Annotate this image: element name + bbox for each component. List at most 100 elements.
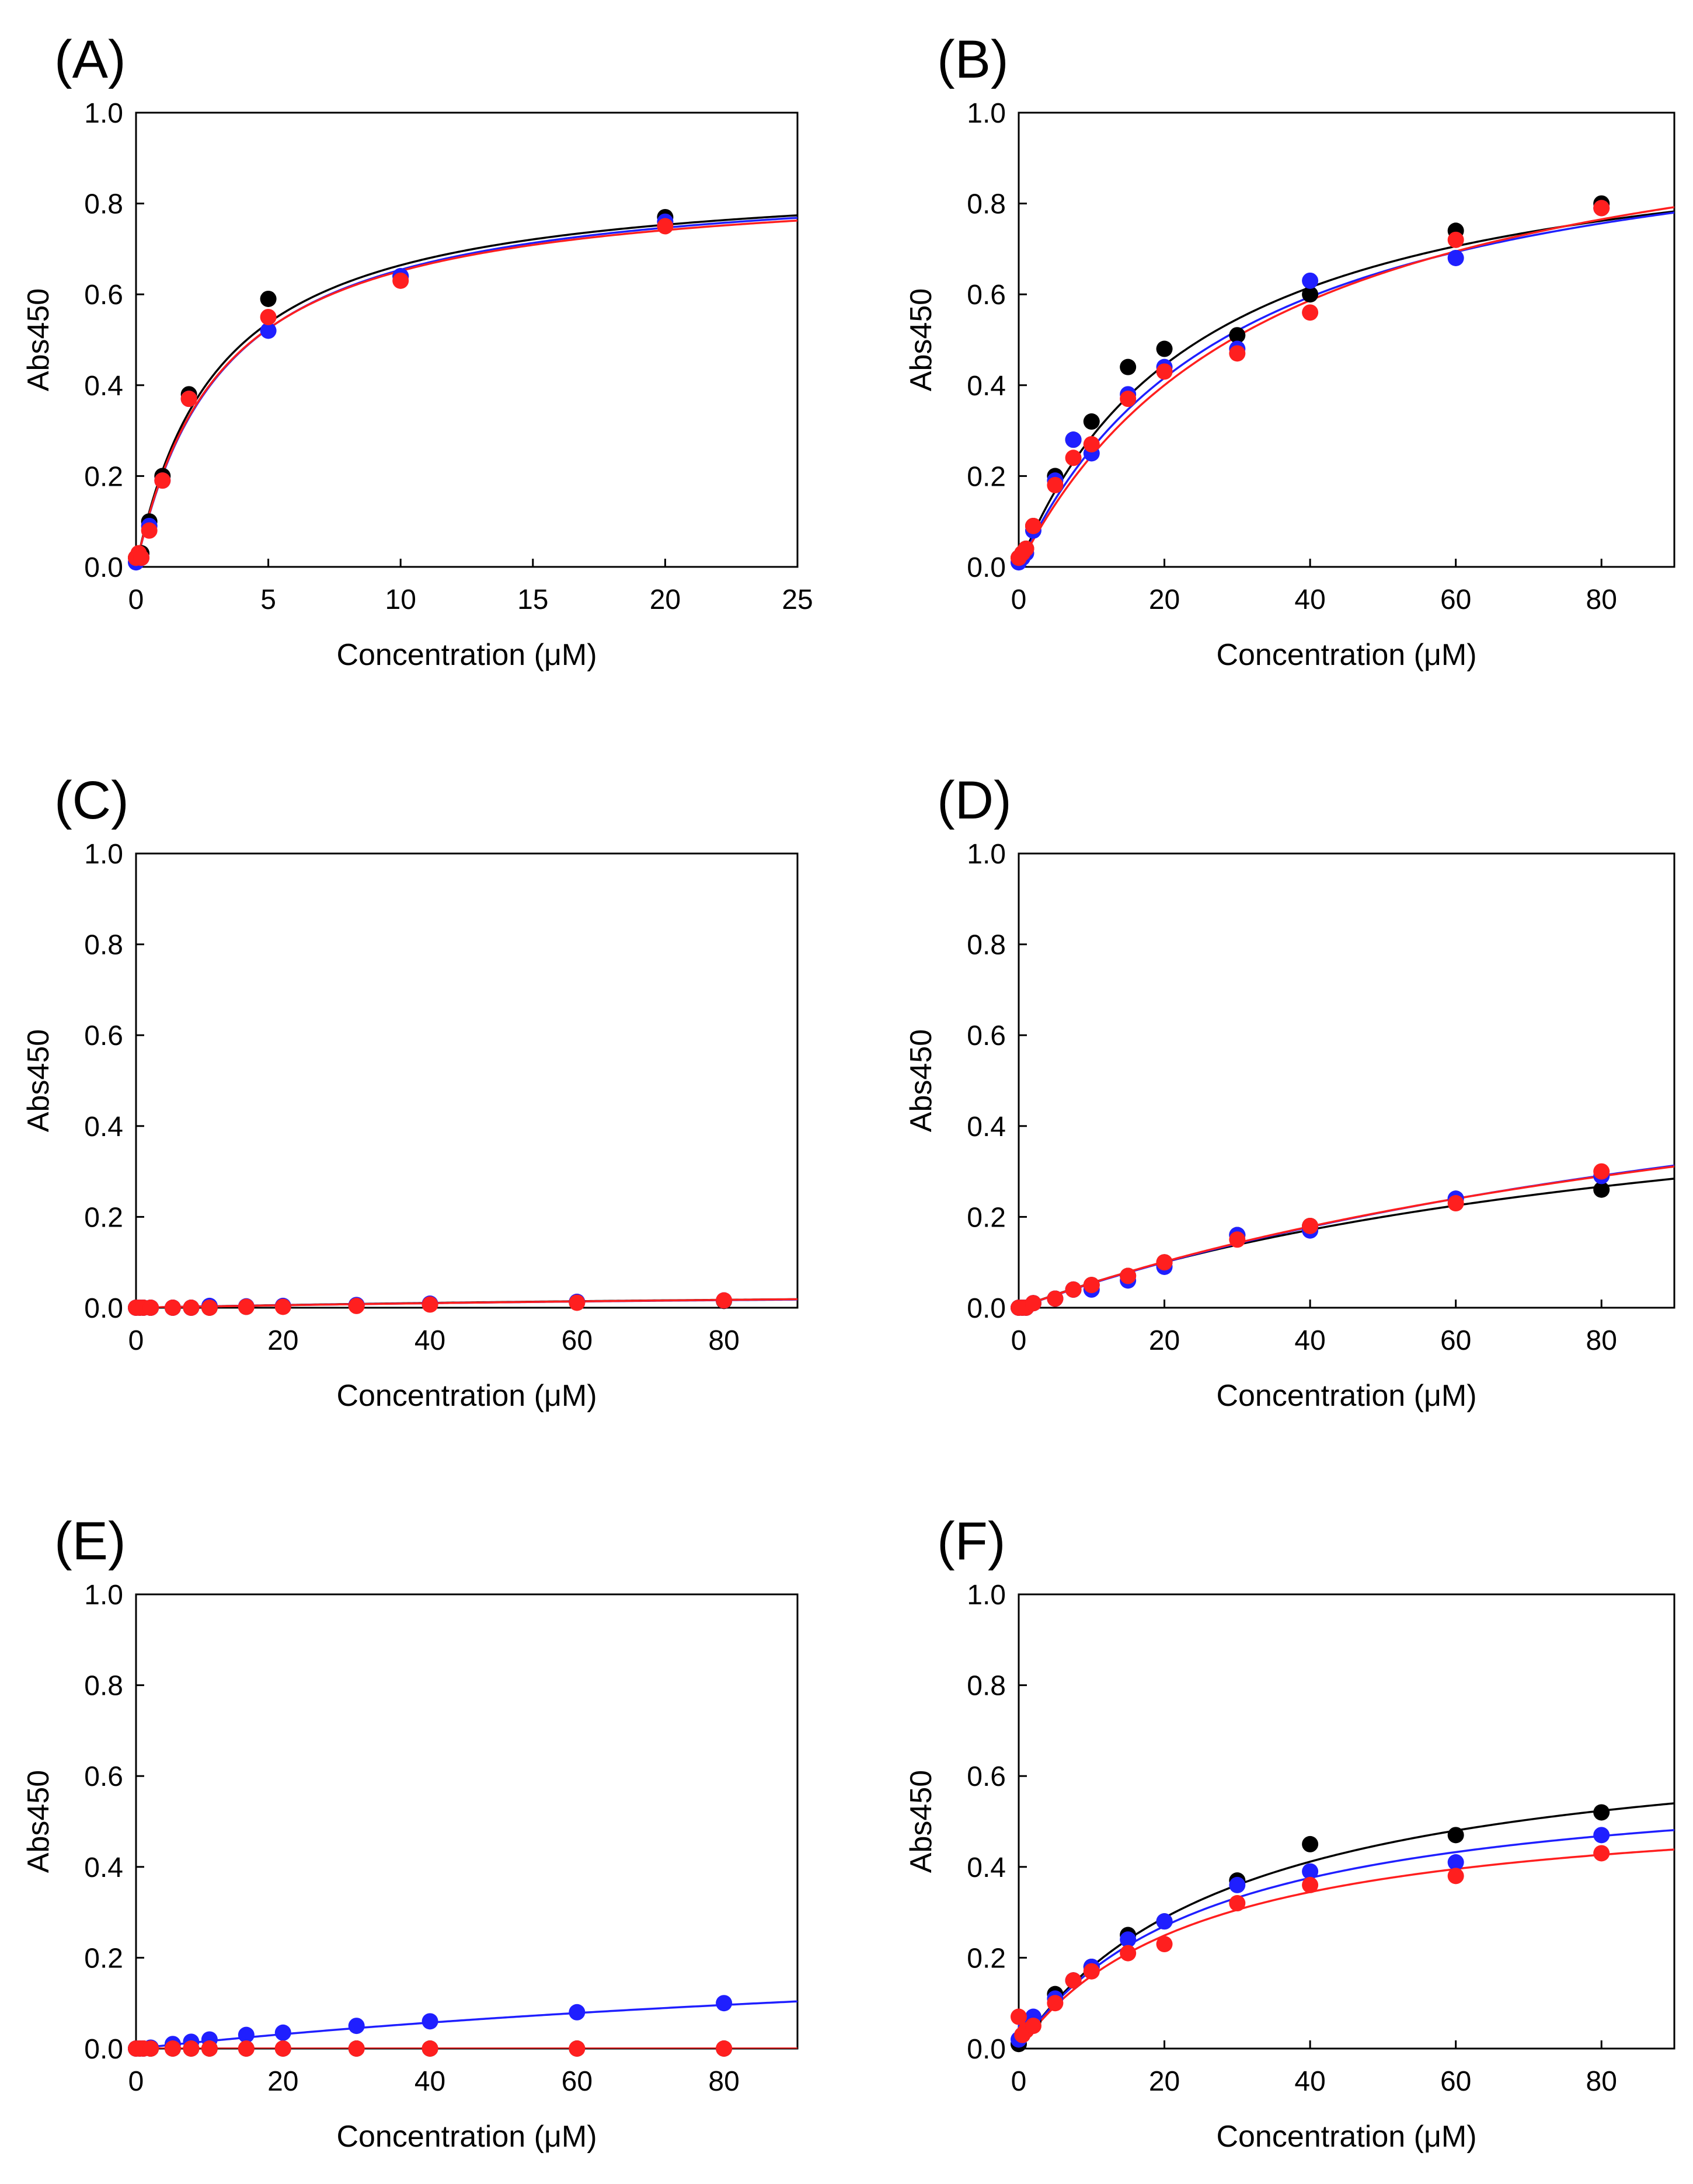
panel-d-point-red	[1083, 1277, 1100, 1294]
panel-a: (A) 0.0 0.2 0.4 0.6 0.8 1.0 0 5 10 15 20 25 Concentra…	[22, 30, 813, 672]
panel-e-point-red	[164, 2040, 181, 2057]
panel-e-xtick-label: 80	[708, 2066, 739, 2097]
panel-c-ytick-label: 1.0	[84, 839, 123, 870]
panel-c: (C) 0.0 0.2 0.4 0.6 0.8 1.0 0 20 40 60 80 Concentrat…	[22, 771, 799, 1413]
panel-a-ytick-label: 0.8	[84, 189, 123, 220]
panel-b-xtick-label: 60	[1440, 584, 1471, 615]
panel-b-point-red	[1025, 517, 1041, 534]
panel-f-xtick-label: 60	[1440, 2066, 1471, 2097]
panel-d-ytick-label: 1.0	[967, 839, 1006, 870]
panel-f-ytick-label: 0.0	[967, 2034, 1006, 2065]
panel-f-ytick-label: 0.6	[967, 1761, 1006, 1792]
panel-d-xtick-label: 40	[1294, 1325, 1325, 1356]
panel-b-fit-curve-black	[1019, 210, 1674, 567]
panel-d-xtick-label: 0	[1011, 1325, 1027, 1356]
panel-b-y-axis-title: Abs450	[904, 288, 938, 391]
panel-a-xtick-label: 5	[260, 584, 276, 615]
panel-f-fit-curve-blue	[1019, 1829, 1674, 2049]
panel-f-fit-curve-black	[1019, 1802, 1674, 2049]
panel-c-fit-curve-red	[136, 1298, 797, 1308]
panel-c-xtick-label: 80	[708, 1325, 739, 1356]
panel-b-point-black	[1229, 327, 1246, 344]
panel-f-point-red	[1083, 1963, 1100, 1980]
panel-c-point-red	[164, 1300, 181, 1316]
panel-c-xtick-label: 0	[128, 1325, 144, 1356]
panel-a-xtick-label: 0	[128, 584, 144, 615]
panel-e-point-blue	[716, 1995, 733, 2012]
panel-e-ytick-label: 0.4	[84, 1852, 123, 1883]
panel-a-tag: (A)	[54, 30, 126, 89]
panel-b-point-red	[1018, 540, 1034, 557]
panel-b-point-red	[1447, 231, 1464, 248]
panel-b-point-blue	[1302, 272, 1319, 289]
panel-f-point-red	[1302, 1876, 1319, 1893]
panel-f-ytick-label: 1.0	[967, 1580, 1006, 1611]
panel-b-point-red	[1302, 304, 1319, 321]
panel-e-y-axis-title: Abs450	[22, 1770, 55, 1873]
panel-e-xtick-label: 40	[414, 2066, 445, 2097]
panel-f-point-red	[1120, 1945, 1137, 1962]
panel-b-xtick-label: 40	[1294, 584, 1325, 615]
panel-a-point-black	[260, 290, 277, 307]
panel-c-xtick-label: 20	[267, 1325, 298, 1356]
panel-a-x-axis-title: Concentration (μM)	[336, 638, 597, 672]
panel-d-ytick-label: 0.2	[967, 1202, 1006, 1233]
panel-a-plot-frame	[135, 112, 799, 568]
panel-c-x-axis-title: Concentration (μM)	[336, 1379, 597, 1413]
panel-b-point-red	[1593, 200, 1610, 217]
panel-d-ytick-label: 0.4	[967, 1112, 1006, 1142]
panel-b-point-red	[1083, 436, 1100, 452]
panel-c-tag: (C)	[54, 771, 129, 830]
panel-e-fit-curve-blue	[136, 2000, 797, 2049]
panel-f-point-blue	[1447, 1854, 1464, 1871]
panel-c-y-axis-title: Abs450	[22, 1029, 55, 1132]
panel-c-ytick-label: 0.8	[84, 930, 123, 961]
panel-d-tag: (D)	[937, 771, 1012, 830]
panel-f-point-blue	[1120, 1931, 1137, 1948]
panel-d-point-red	[1302, 1217, 1319, 1234]
panel-e-ytick-label: 0.6	[84, 1761, 123, 1792]
panel-c-plot-frame	[135, 852, 799, 1309]
panel-c-point-red	[142, 1300, 159, 1316]
panel-d-point-red	[1025, 1295, 1041, 1312]
panel-f-xtick-label: 20	[1149, 2066, 1180, 2097]
panel-f-fit-curve-red	[1019, 1848, 1674, 2049]
panel-a-ytick-label: 0.2	[84, 461, 123, 492]
panel-f-point-blue	[1593, 1827, 1610, 1844]
panel-f-tag: (F)	[937, 1511, 1005, 1571]
panel-f-y-axis-title: Abs450	[904, 1770, 938, 1873]
panel-f-point-blue	[1229, 1876, 1246, 1893]
panel-d-y-axis-title: Abs450	[904, 1029, 938, 1132]
panel-c-point-red	[421, 1296, 438, 1313]
panel-d-xtick-label: 20	[1149, 1325, 1180, 1356]
panel-b-point-red	[1047, 476, 1064, 493]
panel-f: (F) 0.0 0.2 0.4 0.6 0.8 1.0 0 20 40 60 80 Concentrat…	[904, 1511, 1675, 2154]
panel-a-point-red	[133, 549, 150, 566]
panel-d-ytick-label: 0.6	[967, 1020, 1006, 1051]
panel-b-point-black	[1083, 413, 1100, 430]
panel-e-plot-frame	[135, 1593, 799, 2050]
panel-e-x-axis-title: Concentration (μM)	[336, 2120, 597, 2154]
panel-f-xtick-label: 0	[1011, 2066, 1027, 2097]
panel-c-point-red	[274, 1298, 291, 1315]
panel-e-point-red	[142, 2040, 159, 2057]
panel-c-ytick-label: 0.6	[84, 1020, 123, 1051]
panel-e: (E) 0.0 0.2 0.4 0.6 0.8 1.0 0 20 40 60 80 Concentrat…	[22, 1511, 799, 2154]
panel-d-point-red	[1120, 1267, 1137, 1284]
panel-f-point-black	[1593, 1804, 1610, 1821]
panel-b-point-blue	[1447, 249, 1464, 266]
panel-b-point-blue	[1065, 431, 1082, 448]
panel-a-y-axis-title: Abs450	[22, 288, 55, 391]
panel-b-ytick-label: 1.0	[967, 98, 1006, 129]
panel-b-xtick-label: 20	[1149, 584, 1180, 615]
panel-f-point-blue	[1156, 1913, 1173, 1930]
panel-b: (B) 0.0 0.2 0.4 0.6 0.8 1.0 0 20 40 60 80 Concentrat…	[904, 30, 1675, 672]
panel-f-point-black	[1447, 1827, 1464, 1844]
panel-c-ytick-label: 0.4	[84, 1112, 123, 1142]
panel-e-point-blue	[274, 2024, 291, 2041]
panel-e-point-blue	[348, 2018, 365, 2035]
panel-d-ytick-label: 0.0	[967, 1293, 1006, 1324]
panel-f-point-red	[1047, 1995, 1064, 2012]
panel-c-point-red	[348, 1297, 365, 1314]
